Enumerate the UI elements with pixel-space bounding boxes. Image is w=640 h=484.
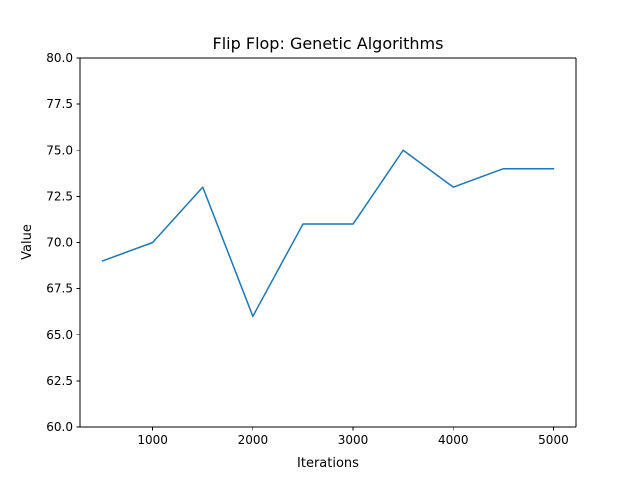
y-tick-label: 72.5	[46, 189, 73, 203]
y-axis: 60.0 62.5 65.0 67.5 70.0 72.5 75.0 77.5 80.0	[46, 51, 80, 434]
y-tick-label: 67.5	[46, 282, 73, 296]
x-tick-label: 5000	[538, 433, 569, 447]
x-tick-label: 4000	[438, 433, 469, 447]
y-tick-label: 60.0	[46, 420, 73, 434]
y-tick-label: 75.0	[46, 143, 73, 157]
series-line-1	[101, 149, 555, 318]
x-tick-label: 1000	[137, 433, 168, 447]
plot-area	[80, 58, 576, 427]
y-tick-label: 80.0	[46, 51, 73, 65]
plot-background	[80, 58, 576, 427]
y-tick-label: 70.0	[46, 236, 73, 250]
chart-title: Flip Flop: Genetic Algorithms	[213, 34, 444, 53]
x-tick-label: 2000	[238, 433, 269, 447]
y-tick-label: 62.5	[46, 374, 73, 388]
x-tick-label: 3000	[338, 433, 369, 447]
x-axis-label: Iterations	[297, 456, 359, 471]
series-layer	[101, 149, 555, 318]
y-tick-label: 77.5	[46, 97, 73, 111]
x-axis: 1000 2000 3000 4000 5000	[137, 427, 569, 447]
y-tick-label: 65.0	[46, 328, 73, 342]
y-axis-label: Value	[20, 224, 35, 260]
